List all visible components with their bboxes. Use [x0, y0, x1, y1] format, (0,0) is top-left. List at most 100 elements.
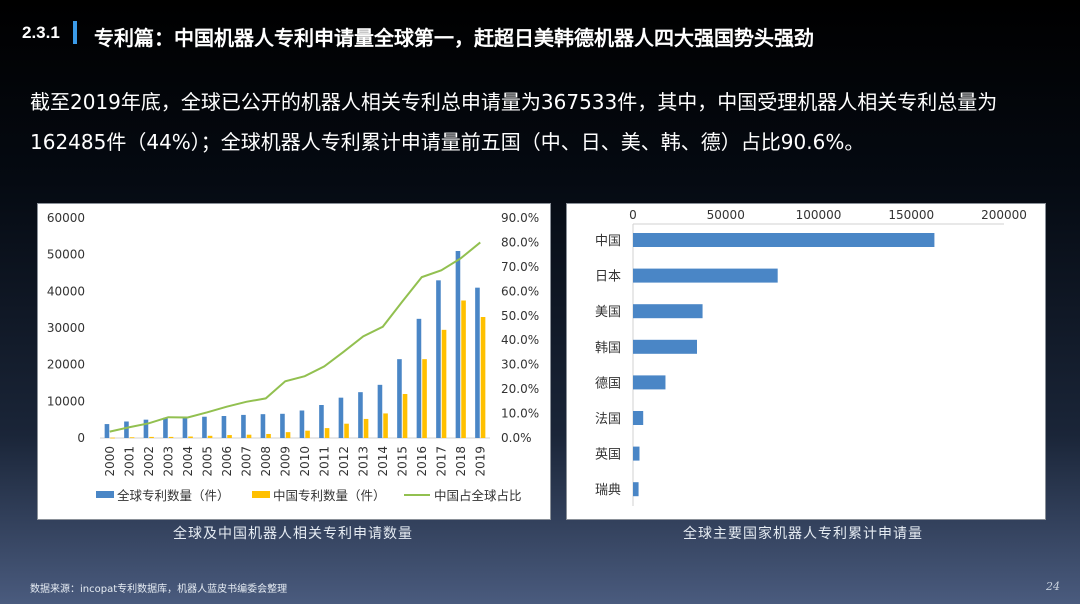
- x-tick-label: 2014: [376, 446, 390, 477]
- bar-global-2001: [124, 421, 129, 438]
- x-tick-label: 2007: [239, 446, 253, 477]
- bar-global-2004: [182, 417, 188, 438]
- bar-china-2012: [344, 423, 349, 438]
- y-tick-label-left: 30000: [47, 321, 85, 335]
- page-title: 专利篇：中国机器人专利申请量全球第一，赶超日美韩德机器人四大强国势头强劲: [94, 26, 814, 50]
- x-tick-label: 2013: [356, 446, 370, 477]
- x-tick-label: 2017: [434, 446, 448, 477]
- country-bar-6: [633, 446, 640, 461]
- country-bar-1: [633, 268, 778, 283]
- bar-china-2017: [441, 329, 447, 438]
- legend-swatch-global: [96, 491, 114, 498]
- x-tick-label: 2000: [103, 446, 117, 477]
- bar-global-2010: [299, 410, 305, 438]
- bar-global-2014: [377, 384, 383, 438]
- y-tick-label-right: 10.0%: [501, 407, 539, 421]
- bar-global-2007: [241, 414, 246, 438]
- bar-china-2002: [149, 436, 154, 438]
- y-tick-label-left: 40000: [47, 284, 85, 298]
- country-label: 韩国: [595, 341, 621, 356]
- bar-china-2018: [461, 300, 466, 438]
- x-tick-label: 2002: [142, 446, 156, 477]
- right-chart-caption: 全球主要国家机器人专利累计申请量: [683, 526, 923, 542]
- bar-china-2007: [246, 434, 252, 438]
- x-tick-label: 2018: [454, 446, 468, 477]
- country-label: 中国: [595, 234, 621, 249]
- y-tick-label-left: 50000: [47, 248, 85, 262]
- bar-global-2003: [163, 417, 168, 438]
- y-tick-label-left: 10000: [47, 394, 85, 408]
- country-label: 瑞典: [595, 483, 621, 498]
- patent-trend-chart: 0 10000 20000 30000 40000 50000 60000 0.0% 10.0%…: [47, 211, 539, 503]
- country-patent-chart-panel: 0 50000 100000 150000 200000 中国 日本 美国 韩国 德国 法国 英国 瑞典: [566, 203, 1046, 520]
- bar-china-2005: [207, 435, 213, 438]
- bar-china-2006: [227, 435, 232, 438]
- x-tick-label: 2008: [259, 446, 273, 477]
- y-tick-label-left: 20000: [47, 358, 85, 372]
- bar-global-2019: [475, 287, 480, 438]
- bar-china-2014: [383, 413, 388, 438]
- summary-paragraph: 截至2019年底，全球已公开的机器人相关专利总申请量为367533件，其中，中国…: [30, 90, 998, 154]
- x-tick-label: 2016: [415, 446, 429, 477]
- country-label: 美国: [595, 305, 621, 320]
- section-divider: [73, 21, 77, 44]
- y-tick-label-right: 80.0%: [501, 235, 539, 249]
- bar-global-2013: [358, 392, 363, 438]
- bar-global-2015: [397, 359, 402, 438]
- x-tick-label: 2001: [122, 446, 136, 477]
- x-tick-label: 2009: [278, 446, 292, 477]
- legend-label-share: 中国占全球占比: [434, 488, 522, 503]
- x-tick-label: 2003: [161, 446, 175, 477]
- country-label: 英国: [595, 448, 621, 463]
- bar-global-2018: [455, 251, 461, 438]
- country-bar-5: [633, 411, 644, 425]
- section-number: 2.3.1: [22, 23, 60, 42]
- bar-global-2016: [416, 318, 422, 438]
- bar-global-2000: [104, 424, 110, 438]
- x-tick-label: 2015: [395, 446, 409, 477]
- page-number: 24: [1046, 580, 1060, 593]
- bar-china-2004: [188, 436, 193, 438]
- bar-china-2013: [363, 418, 369, 438]
- x-tick-label: 2010: [298, 446, 312, 477]
- x-tick-label: 2011: [317, 446, 331, 477]
- bar-global-2011: [319, 405, 324, 438]
- country-label: 法国: [595, 412, 621, 427]
- bar-global-2008: [260, 414, 266, 438]
- y-tick-label-right: 70.0%: [501, 260, 539, 274]
- x-tick-label: 150000: [888, 208, 934, 222]
- x-tick-label: 2004: [181, 446, 195, 477]
- bar-global-2005: [202, 416, 207, 438]
- bar-global-2009: [280, 413, 285, 438]
- bar-china-2003: [168, 436, 174, 438]
- bar-china-2016: [422, 359, 427, 438]
- country-label: 德国: [595, 376, 621, 391]
- bar-china-2011: [324, 428, 330, 438]
- bar-china-2019: [480, 317, 486, 438]
- country-bar-0: [633, 233, 935, 247]
- y-tick-label-right: 0.0%: [501, 431, 532, 445]
- bar-china-2008: [266, 433, 271, 438]
- bar-china-2001: [129, 437, 135, 439]
- x-tick-label: 2012: [337, 446, 351, 477]
- y-tick-label-right: 30.0%: [501, 358, 539, 372]
- china-share-line: [109, 241, 481, 433]
- y-tick-label-right: 60.0%: [501, 284, 539, 298]
- x-tick-label: 2006: [220, 446, 234, 477]
- x-tick-label: 50000: [707, 208, 745, 222]
- country-bar-7: [633, 482, 639, 497]
- country-bar-3: [633, 339, 697, 354]
- x-tick-label: 200000: [981, 208, 1027, 222]
- y-tick-label-right: 20.0%: [501, 382, 539, 396]
- y-tick-label-right: 50.0%: [501, 309, 539, 323]
- data-source-note: 数据来源：incopat专利数据库，机器人蓝皮书编委会整理: [30, 584, 288, 595]
- bar-china-2009: [285, 432, 291, 438]
- bar-china-2000: [110, 437, 115, 439]
- legend-swatch-china: [252, 491, 270, 498]
- y-tick-label-left: 0: [77, 431, 85, 445]
- y-tick-label-left: 60000: [47, 211, 85, 225]
- y-tick-label-right: 40.0%: [501, 333, 539, 347]
- x-tick-label: 2005: [200, 446, 214, 477]
- bar-global-2006: [221, 416, 227, 438]
